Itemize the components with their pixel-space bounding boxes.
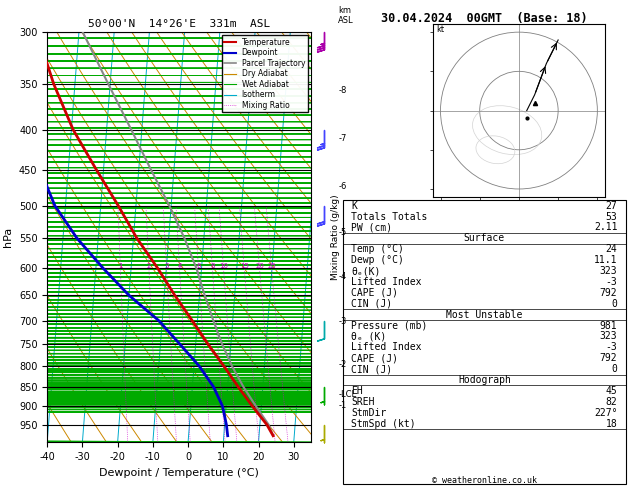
Text: θₑ (K): θₑ (K)	[351, 331, 387, 342]
Text: 15: 15	[240, 263, 249, 269]
Text: K: K	[351, 201, 357, 210]
Text: 323: 323	[599, 331, 617, 342]
Text: 11.1: 11.1	[594, 255, 617, 265]
Text: 0: 0	[611, 299, 617, 309]
Text: 323: 323	[599, 266, 617, 276]
Text: PW (cm): PW (cm)	[351, 223, 392, 232]
Text: Most Unstable: Most Unstable	[446, 310, 523, 320]
Text: 4: 4	[177, 263, 182, 269]
Text: CAPE (J): CAPE (J)	[351, 353, 398, 363]
Text: 82: 82	[606, 397, 617, 407]
Text: -3: -3	[338, 316, 347, 326]
Text: StmDir: StmDir	[351, 408, 387, 418]
Text: EH: EH	[351, 386, 363, 396]
Legend: Temperature, Dewpoint, Parcel Trajectory, Dry Adiabat, Wet Adiabat, Isotherm, Mi: Temperature, Dewpoint, Parcel Trajectory…	[222, 35, 308, 112]
Text: -1: -1	[338, 401, 347, 410]
Text: -3: -3	[606, 342, 617, 352]
Text: -7: -7	[338, 135, 347, 143]
Text: 227°: 227°	[594, 408, 617, 418]
Text: CAPE (J): CAPE (J)	[351, 288, 398, 298]
Text: -4: -4	[338, 273, 347, 281]
X-axis label: Dewpoint / Temperature (°C): Dewpoint / Temperature (°C)	[99, 468, 259, 478]
Text: 53: 53	[606, 211, 617, 222]
Text: 30.04.2024  00GMT  (Base: 18): 30.04.2024 00GMT (Base: 18)	[381, 12, 587, 25]
Text: Dewp (°C): Dewp (°C)	[351, 255, 404, 265]
Text: Pressure (mb): Pressure (mb)	[351, 321, 428, 330]
Text: Lifted Index: Lifted Index	[351, 277, 422, 287]
Text: -LCL: -LCL	[338, 390, 357, 399]
Text: -8: -8	[338, 87, 347, 95]
Text: Hodograph: Hodograph	[458, 375, 511, 385]
Text: 6: 6	[196, 263, 201, 269]
Text: Surface: Surface	[464, 233, 505, 243]
Text: CIN (J): CIN (J)	[351, 364, 392, 374]
Text: 792: 792	[599, 353, 617, 363]
Text: 0: 0	[611, 364, 617, 374]
Text: Temp (°C): Temp (°C)	[351, 244, 404, 254]
Text: Lifted Index: Lifted Index	[351, 342, 422, 352]
Text: 18: 18	[606, 418, 617, 429]
Text: 2: 2	[147, 263, 151, 269]
Text: -3: -3	[606, 277, 617, 287]
Text: 27: 27	[606, 201, 617, 210]
Text: 10: 10	[219, 263, 228, 269]
Text: -2: -2	[338, 360, 347, 368]
Title: 50°00'N  14°26'E  331m  ASL: 50°00'N 14°26'E 331m ASL	[88, 19, 270, 30]
Text: 1: 1	[118, 263, 123, 269]
Text: © weatheronline.co.uk: © weatheronline.co.uk	[432, 476, 537, 485]
Text: SREH: SREH	[351, 397, 375, 407]
Text: Totals Totals: Totals Totals	[351, 211, 428, 222]
Text: Mixing Ratio (g/kg): Mixing Ratio (g/kg)	[331, 194, 340, 280]
Text: kt: kt	[437, 25, 445, 34]
Text: 981: 981	[599, 321, 617, 330]
Text: 45: 45	[606, 386, 617, 396]
Text: 25: 25	[267, 263, 276, 269]
Text: 8: 8	[210, 263, 214, 269]
Y-axis label: hPa: hPa	[3, 227, 13, 247]
Text: 3: 3	[164, 263, 169, 269]
Text: CIN (J): CIN (J)	[351, 299, 392, 309]
Text: -5: -5	[338, 227, 347, 237]
Text: StmSpd (kt): StmSpd (kt)	[351, 418, 416, 429]
Text: θₑ(K): θₑ(K)	[351, 266, 381, 276]
Text: 20: 20	[255, 263, 264, 269]
Text: 2.11: 2.11	[594, 223, 617, 232]
Text: 24: 24	[606, 244, 617, 254]
Text: 792: 792	[599, 288, 617, 298]
Text: -6: -6	[338, 182, 347, 191]
Text: km
ASL: km ASL	[338, 6, 354, 25]
